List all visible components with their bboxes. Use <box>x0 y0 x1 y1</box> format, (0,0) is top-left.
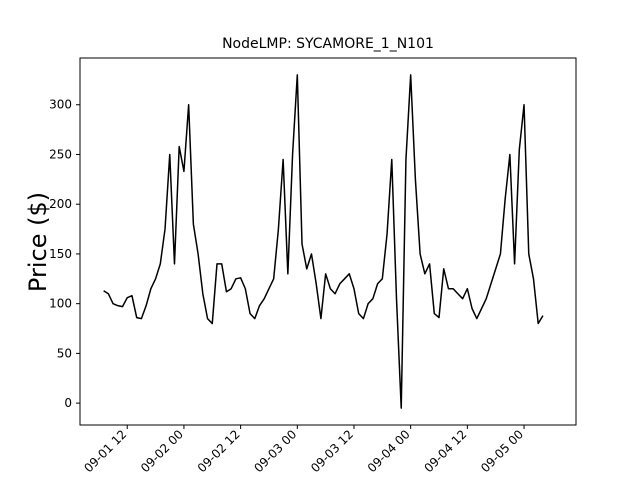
y-tick-label: 0 <box>64 396 72 410</box>
x-tick-label: 09-04 12 <box>421 427 469 475</box>
x-tick-label: 09-01 12 <box>81 427 129 475</box>
chart-title: NodeLMP: SYCAMORE_1_N101 <box>222 36 434 52</box>
x-tick-label: 09-03 12 <box>308 427 356 475</box>
price-line <box>103 74 544 409</box>
y-tick-label: 150 <box>49 247 72 261</box>
y-tick-label: 50 <box>57 346 72 360</box>
y-tick-label: 300 <box>49 98 72 112</box>
x-tick-label: 09-02 12 <box>195 427 243 475</box>
y-tick-label: 100 <box>49 297 72 311</box>
x-tick-label: 09-05 00 <box>478 427 526 475</box>
x-tick-label: 09-04 00 <box>365 427 413 475</box>
y-tick-label: 250 <box>49 147 72 161</box>
x-tick-label: 09-03 00 <box>251 427 299 475</box>
y-axis-label: Price ($) <box>24 192 52 292</box>
plot-frame <box>79 57 577 426</box>
y-tick-label: 200 <box>49 197 72 211</box>
x-tick-label: 09-02 00 <box>138 427 186 475</box>
